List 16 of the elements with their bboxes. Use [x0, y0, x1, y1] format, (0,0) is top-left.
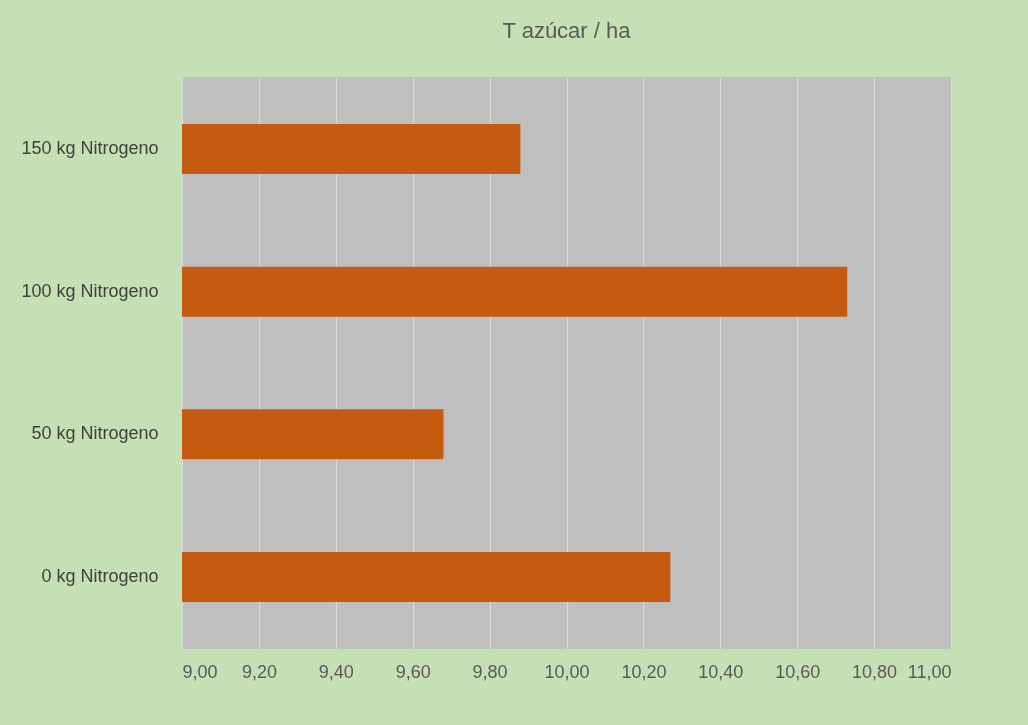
- x-tick-label: 9,60: [395, 661, 431, 682]
- x-tick-label: 9,40: [318, 661, 354, 682]
- x-tick-label: 10,80: [852, 661, 898, 682]
- y-tick-label: 150 kg Nitrogeno: [21, 138, 159, 159]
- chart-title: T azúcar / ha: [502, 18, 632, 43]
- x-tick-label: 10,00: [544, 661, 590, 682]
- x-tick-label: 10,20: [621, 661, 667, 682]
- x-tick-label: 11,00: [907, 661, 952, 682]
- x-tick-label: 10,40: [698, 661, 744, 682]
- y-tick-label: 100 kg Nitrogeno: [21, 280, 159, 301]
- x-tick-label: 9,00: [182, 661, 218, 682]
- x-tick-label: 9,80: [472, 661, 508, 682]
- y-tick-label: 0 kg Nitrogeno: [41, 565, 159, 586]
- y-tick-label: 50 kg Nitrogeno: [31, 423, 159, 444]
- x-tick-label: 9,20: [241, 661, 277, 682]
- x-tick-label: 10,60: [775, 661, 821, 682]
